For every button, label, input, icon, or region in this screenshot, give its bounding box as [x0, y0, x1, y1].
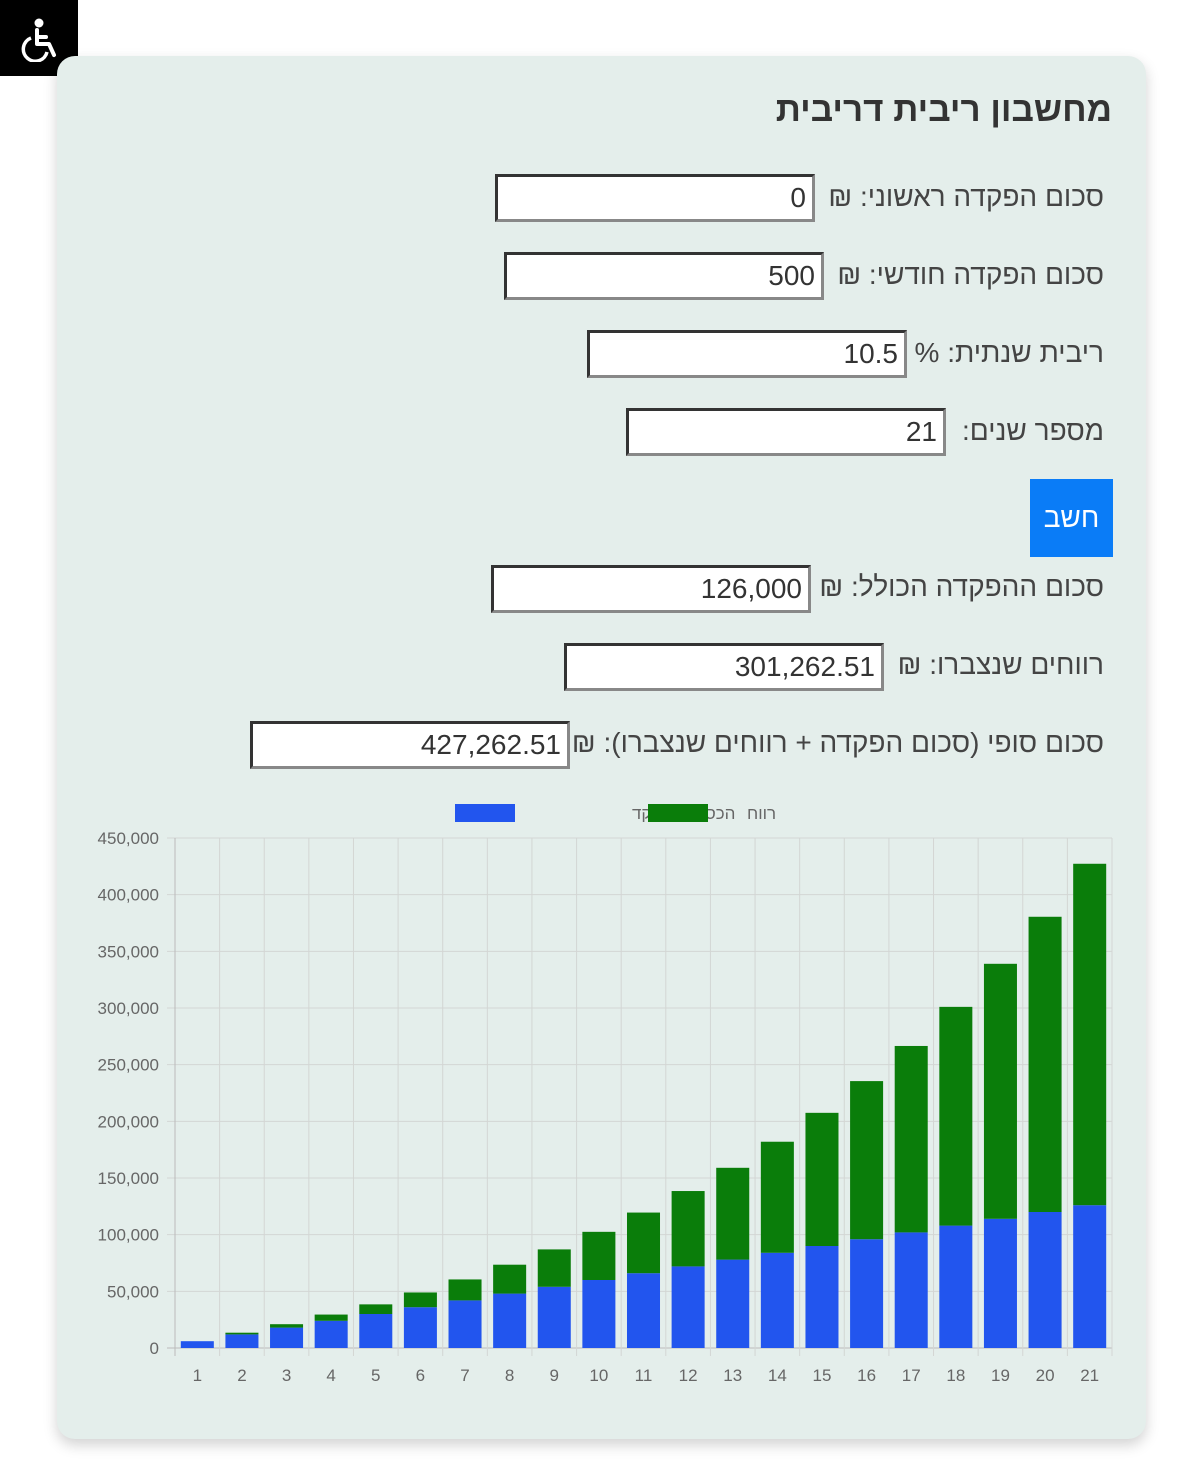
legend-swatch-profit — [648, 804, 708, 822]
final-amount-output[interactable] — [250, 721, 570, 769]
profit-bar — [270, 1324, 304, 1328]
y-tick-label: 0 — [150, 1339, 159, 1358]
profit-bar — [716, 1167, 750, 1260]
x-tick-label: 10 — [589, 1366, 608, 1385]
x-tick-label: 4 — [326, 1366, 335, 1385]
initial-deposit-input[interactable] — [495, 174, 815, 222]
profit-bar — [537, 1249, 571, 1287]
profit-bar — [493, 1264, 527, 1294]
profit-bar — [1073, 863, 1107, 1206]
profit-bar — [359, 1304, 393, 1314]
y-tick-label: 100,000 — [98, 1226, 159, 1245]
profit-bar — [671, 1191, 705, 1267]
y-tick-label: 50,000 — [107, 1282, 159, 1301]
monthly-deposit-label: סכום הפקדה חודשי: ₪ — [837, 259, 1104, 290]
x-tick-label: 5 — [371, 1366, 380, 1385]
x-tick-label: 20 — [1036, 1366, 1055, 1385]
y-tick-label: 300,000 — [98, 999, 159, 1018]
y-tick-label: 350,000 — [98, 942, 159, 961]
years-input[interactable] — [626, 408, 946, 456]
deposit-bar — [671, 1266, 705, 1348]
deposit-bar — [760, 1252, 794, 1348]
earnings-label: רווחים שנצברו: ₪ — [897, 649, 1104, 680]
deposit-bar — [359, 1314, 393, 1348]
x-tick-label: 1 — [193, 1366, 202, 1385]
deposit-bar — [850, 1239, 884, 1348]
x-tick-label: 2 — [237, 1366, 246, 1385]
x-tick-label: 9 — [550, 1366, 559, 1385]
deposit-bar — [180, 1341, 214, 1348]
profit-bar — [939, 1006, 973, 1226]
deposit-bar — [983, 1218, 1017, 1348]
deposit-bar — [894, 1232, 928, 1348]
annual-interest-input[interactable] — [587, 330, 907, 378]
wheelchair-icon — [21, 18, 56, 62]
deposit-bar — [582, 1280, 616, 1348]
deposit-bar — [403, 1307, 437, 1348]
y-tick-label: 450,000 — [98, 829, 159, 848]
deposit-bar — [626, 1273, 661, 1348]
profit-bar — [225, 1332, 259, 1335]
profit-bar — [1028, 916, 1062, 1212]
total-deposit-label: סכום ההפקדה הכולל: ₪ — [819, 571, 1104, 602]
deposit-bar — [493, 1293, 527, 1348]
deposit-bar — [716, 1259, 750, 1348]
profit-bar — [626, 1212, 661, 1274]
deposit-bar — [225, 1334, 259, 1348]
profit-bar — [448, 1279, 482, 1301]
deposit-bar — [537, 1286, 571, 1348]
deposit-bar — [270, 1327, 304, 1348]
monthly-deposit-input[interactable] — [504, 252, 824, 300]
years-label: מספר שנים: — [962, 415, 1104, 446]
profit-bar — [403, 1292, 437, 1308]
annual-interest-label: ריבית שנתית: % — [914, 337, 1104, 368]
y-tick-label: 200,000 — [98, 1112, 159, 1131]
deposit-bar — [805, 1246, 839, 1348]
total-deposit-output[interactable] — [491, 565, 811, 613]
page-title: מחשבון ריבית דריבית — [775, 90, 1112, 129]
growth-chart: 0 50,000 100,000 150,000 200,000 250,000 300,0… — [98, 804, 1113, 1385]
y-tick-label: 150,000 — [98, 1169, 159, 1188]
calculate-button[interactable]: חשב — [1030, 479, 1113, 557]
legend-swatch-deposit — [455, 804, 515, 822]
profit-bar — [805, 1112, 839, 1246]
x-tick-label: 19 — [991, 1366, 1010, 1385]
y-tick-label: 250,000 — [98, 1056, 159, 1075]
x-tick-label: 11 — [635, 1366, 653, 1385]
deposit-bar — [939, 1225, 973, 1348]
x-tick-label: 14 — [768, 1366, 787, 1385]
x-tick-label: 12 — [679, 1366, 698, 1385]
x-tick-label: 15 — [813, 1366, 832, 1385]
accessibility-button[interactable] — [0, 0, 78, 76]
initial-deposit-label: סכום הפקדה ראשוני: ₪ — [828, 181, 1104, 212]
profit-bar — [850, 1081, 884, 1240]
profit-bar — [582, 1231, 616, 1280]
x-tick-label: 13 — [723, 1366, 742, 1385]
final-amount-label: סכום סופי (סכום הפקדה + רווחים שנצברו): … — [571, 727, 1104, 758]
x-tick-label: 21 — [1080, 1366, 1099, 1385]
x-tick-label: 8 — [505, 1366, 514, 1385]
x-tick-label: 6 — [416, 1366, 425, 1385]
deposit-bar — [448, 1300, 482, 1348]
deposit-bar — [314, 1320, 348, 1348]
x-tick-label: 3 — [282, 1366, 291, 1385]
profit-bar — [760, 1141, 794, 1253]
x-tick-label: 18 — [946, 1366, 965, 1385]
earnings-output[interactable] — [564, 643, 884, 691]
deposit-bar — [1028, 1212, 1062, 1348]
profit-bar — [314, 1314, 348, 1321]
profit-bar — [894, 1045, 928, 1233]
y-tick-label: 400,000 — [98, 886, 159, 905]
x-tick-label: 17 — [902, 1366, 921, 1385]
x-tick-label: 7 — [460, 1366, 469, 1385]
profit-bar — [983, 963, 1017, 1219]
legend-label-profit: רווח — [747, 804, 776, 823]
x-tick-label: 16 — [857, 1366, 876, 1385]
deposit-bar — [1073, 1205, 1107, 1348]
